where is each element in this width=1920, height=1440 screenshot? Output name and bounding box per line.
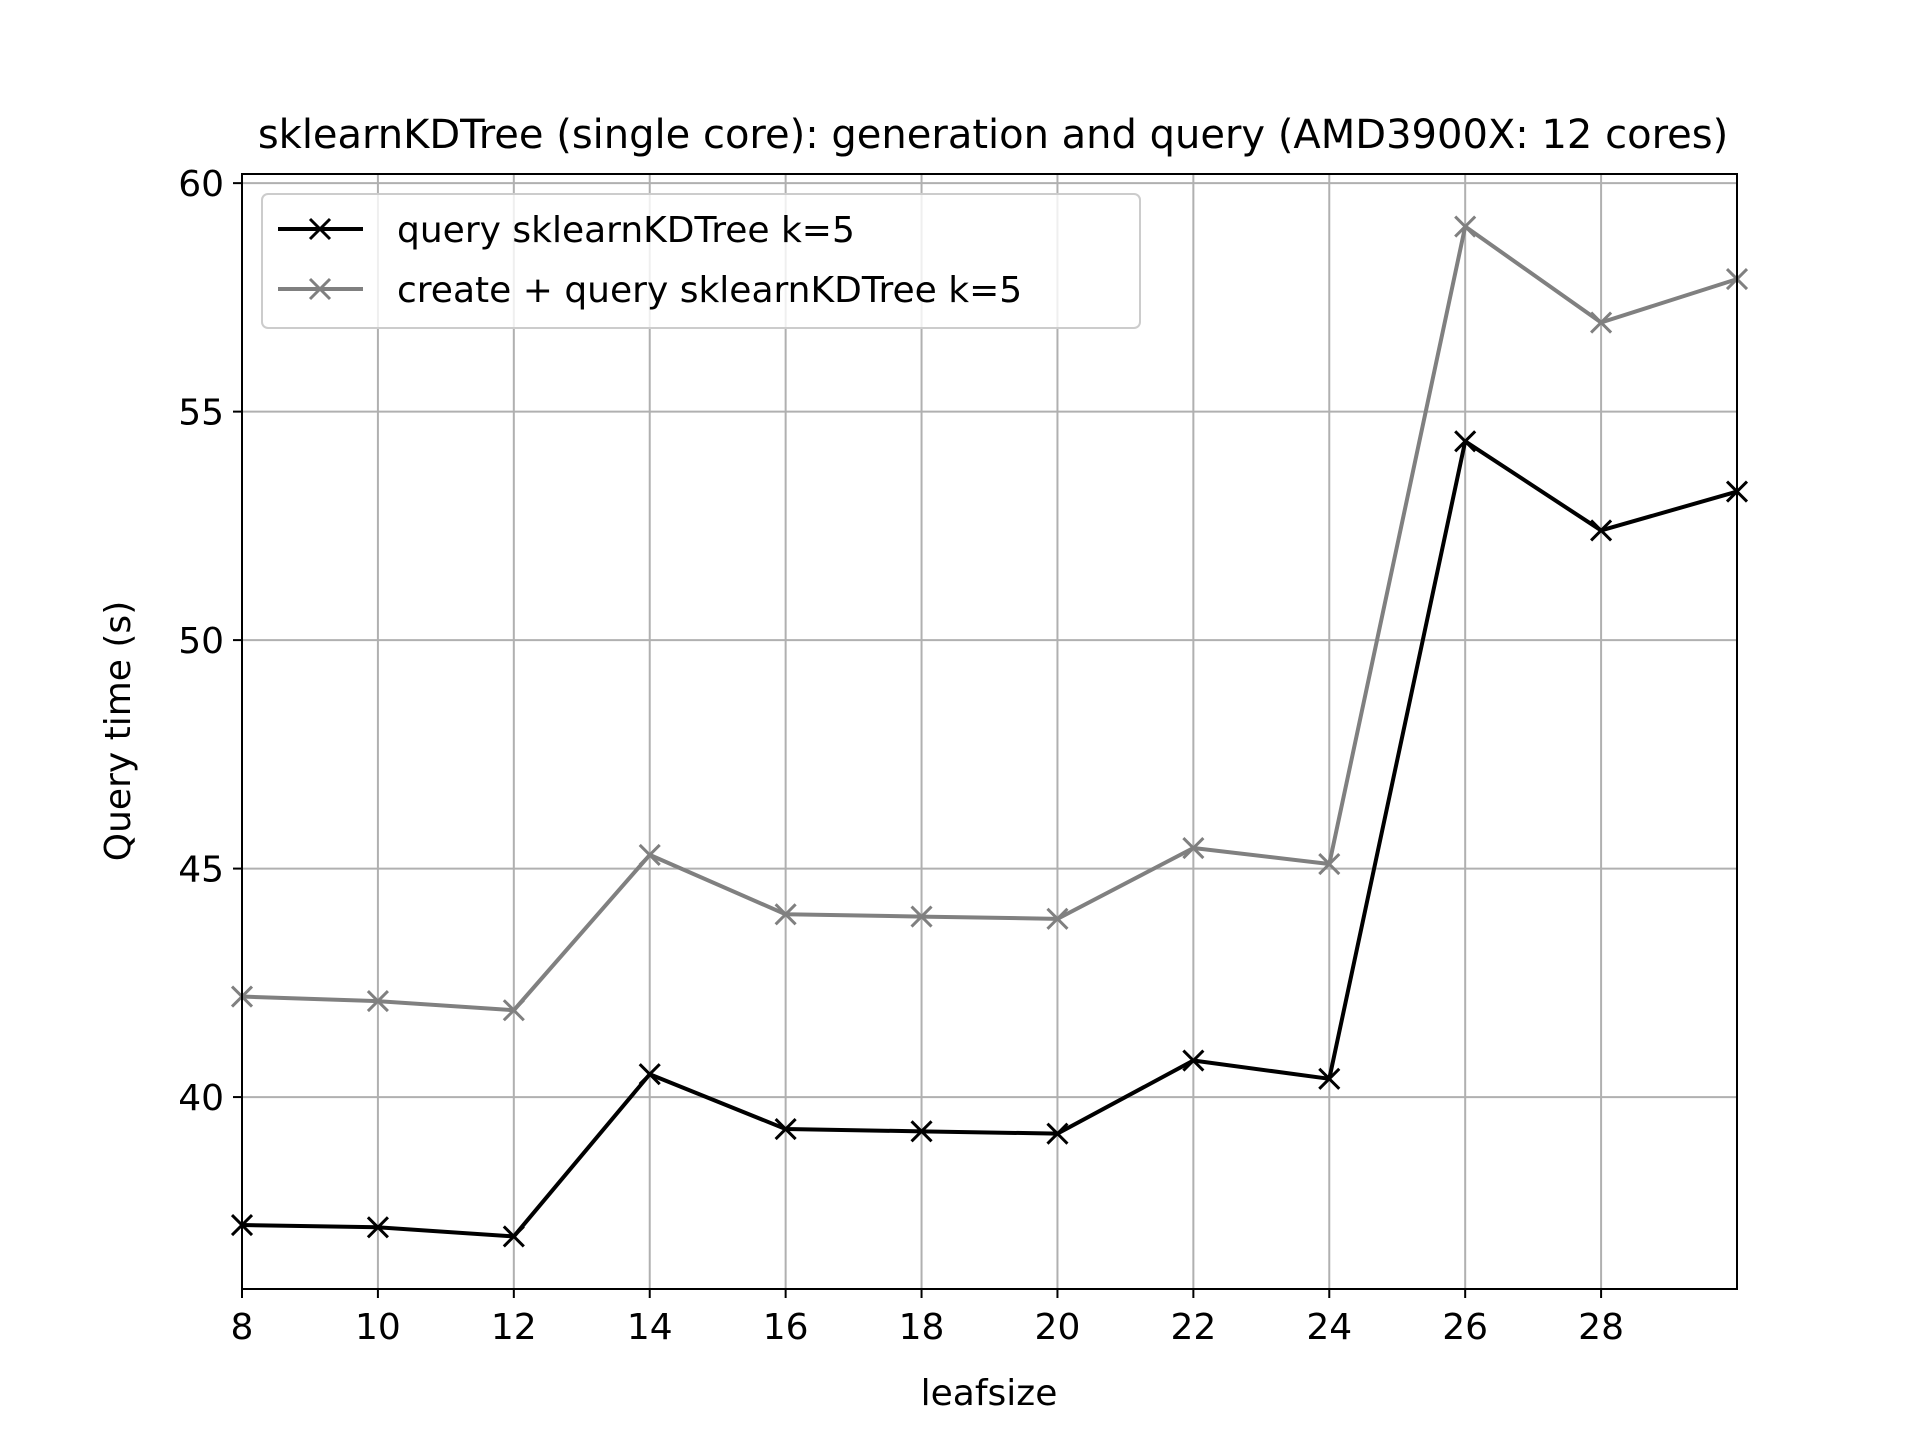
x-tick-label: 24	[1306, 1307, 1352, 1348]
x-tick-label: 12	[491, 1307, 537, 1348]
data-point-marker	[1454, 430, 1477, 453]
data-point-marker	[1046, 1122, 1069, 1145]
x-tick-label: 20	[1035, 1307, 1081, 1348]
series-line	[241, 224, 1738, 1013]
legend-marker-sample	[308, 217, 332, 241]
x-tick-label: 16	[763, 1307, 809, 1348]
data-point-marker	[910, 905, 933, 928]
data-point-marker	[1046, 907, 1069, 930]
data-point-marker	[502, 1225, 525, 1248]
data-point-marker	[1454, 215, 1477, 238]
x-tick-label: 26	[1442, 1307, 1488, 1348]
data-point-marker	[1318, 1067, 1341, 1090]
legend-box	[261, 193, 1141, 329]
data-point-marker	[366, 1216, 389, 1239]
data-point-marker	[1590, 519, 1613, 542]
data-point-marker	[366, 990, 389, 1013]
plot-area-frame	[241, 173, 1738, 1290]
x-tick-label: 10	[355, 1307, 401, 1348]
y-tick-label: 40	[178, 1078, 224, 1119]
series-line	[241, 439, 1738, 1239]
y-tick-label: 60	[178, 164, 224, 205]
legend-label: create + query sklearnKDTree k=5	[397, 270, 1022, 311]
series-2	[230, 215, 1749, 1022]
data-point-marker	[774, 903, 797, 926]
data-point-marker	[774, 1117, 797, 1141]
x-tick-label: 22	[1170, 1307, 1216, 1348]
data-point-marker	[502, 999, 525, 1022]
data-point-marker	[638, 843, 661, 866]
y-axis-label: Query time (s)	[98, 601, 139, 861]
x-tick-label: 8	[231, 1307, 254, 1348]
grid-lines	[241, 174, 1737, 1289]
legend: query sklearnKDTree k=5 create + query sk…	[261, 193, 1141, 329]
x-axis-label: leafsize	[921, 1373, 1058, 1414]
data-point-marker	[1590, 311, 1613, 334]
x-tick-label: 28	[1578, 1307, 1624, 1348]
x-tick-label: 18	[899, 1307, 945, 1348]
data-point-marker	[638, 1063, 661, 1086]
data-point-marker	[1318, 852, 1341, 876]
axis-ticks: 8 10 12 14 16 18 20 22 24 26 28 40 45 50 55 60	[178, 164, 1624, 1348]
chart-title: sklearnKDTree (single core): generation …	[258, 112, 1728, 158]
x-tick-label: 14	[627, 1307, 673, 1348]
data-point-marker	[910, 1120, 933, 1143]
legend-label: query sklearnKDTree k=5	[397, 210, 855, 251]
y-tick-label: 50	[178, 621, 224, 662]
series-1	[230, 430, 1749, 1248]
series-group	[230, 215, 1749, 1248]
data-point-marker	[1182, 1049, 1205, 1072]
y-tick-label: 45	[178, 850, 224, 891]
data-point-marker	[1182, 836, 1205, 860]
y-tick-label: 55	[178, 393, 224, 434]
legend-marker-sample	[308, 277, 332, 301]
